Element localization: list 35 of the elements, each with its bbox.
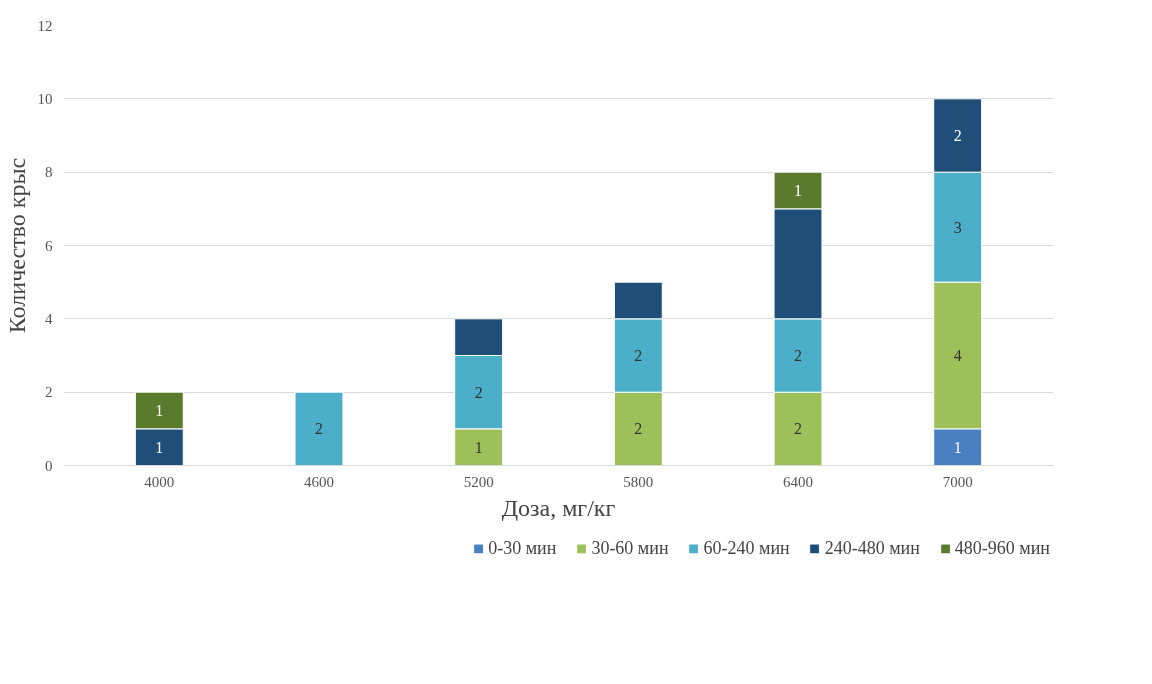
data-label: 3 [953,218,962,236]
legend-label: 480-960 мин [954,537,1050,559]
x-tick-label: 5800 [623,473,654,490]
legend-label: 30-60 мин [591,537,669,559]
data-label: 1 [953,438,962,456]
data-label: 4 [953,347,962,364]
data-label: 1 [155,438,164,456]
data-label: 2 [794,420,803,438]
data-label: 2 [474,383,483,401]
y-tick-label: 10 [37,90,53,107]
y-tick-label: 0 [45,457,53,474]
x-tick-label: 6400 [783,473,814,490]
y-tick-label: 6 [45,237,53,254]
data-label: 1 [794,182,803,199]
y-tick-label: 4 [45,310,53,327]
data-label: 2 [953,127,962,144]
y-tick-label: 2 [45,384,53,401]
x-tick-label: 4000 [144,473,175,490]
data-label: 2 [634,420,643,438]
legend-label: 240-480 мин [824,537,920,559]
data-label: 2 [634,347,643,364]
y-tick-label: 12 [37,17,53,34]
data-label: 1 [474,438,483,456]
legend-label: 60-240 мин [703,537,790,559]
x-tick-label: 5200 [463,473,494,490]
bar [294,391,344,466]
x-tick-label: 7000 [942,473,973,490]
y-tick-label: 8 [45,164,53,181]
legend-label: 0-30 мин [488,537,557,559]
data-label: 1 [155,402,164,419]
y-axis-title: Количество крыс [3,157,30,334]
data-label: 2 [314,420,323,438]
data-label: 2 [794,347,803,364]
x-axis-title: Доза, мг/кг [501,494,616,521]
x-tick-label: 4600 [303,473,334,490]
